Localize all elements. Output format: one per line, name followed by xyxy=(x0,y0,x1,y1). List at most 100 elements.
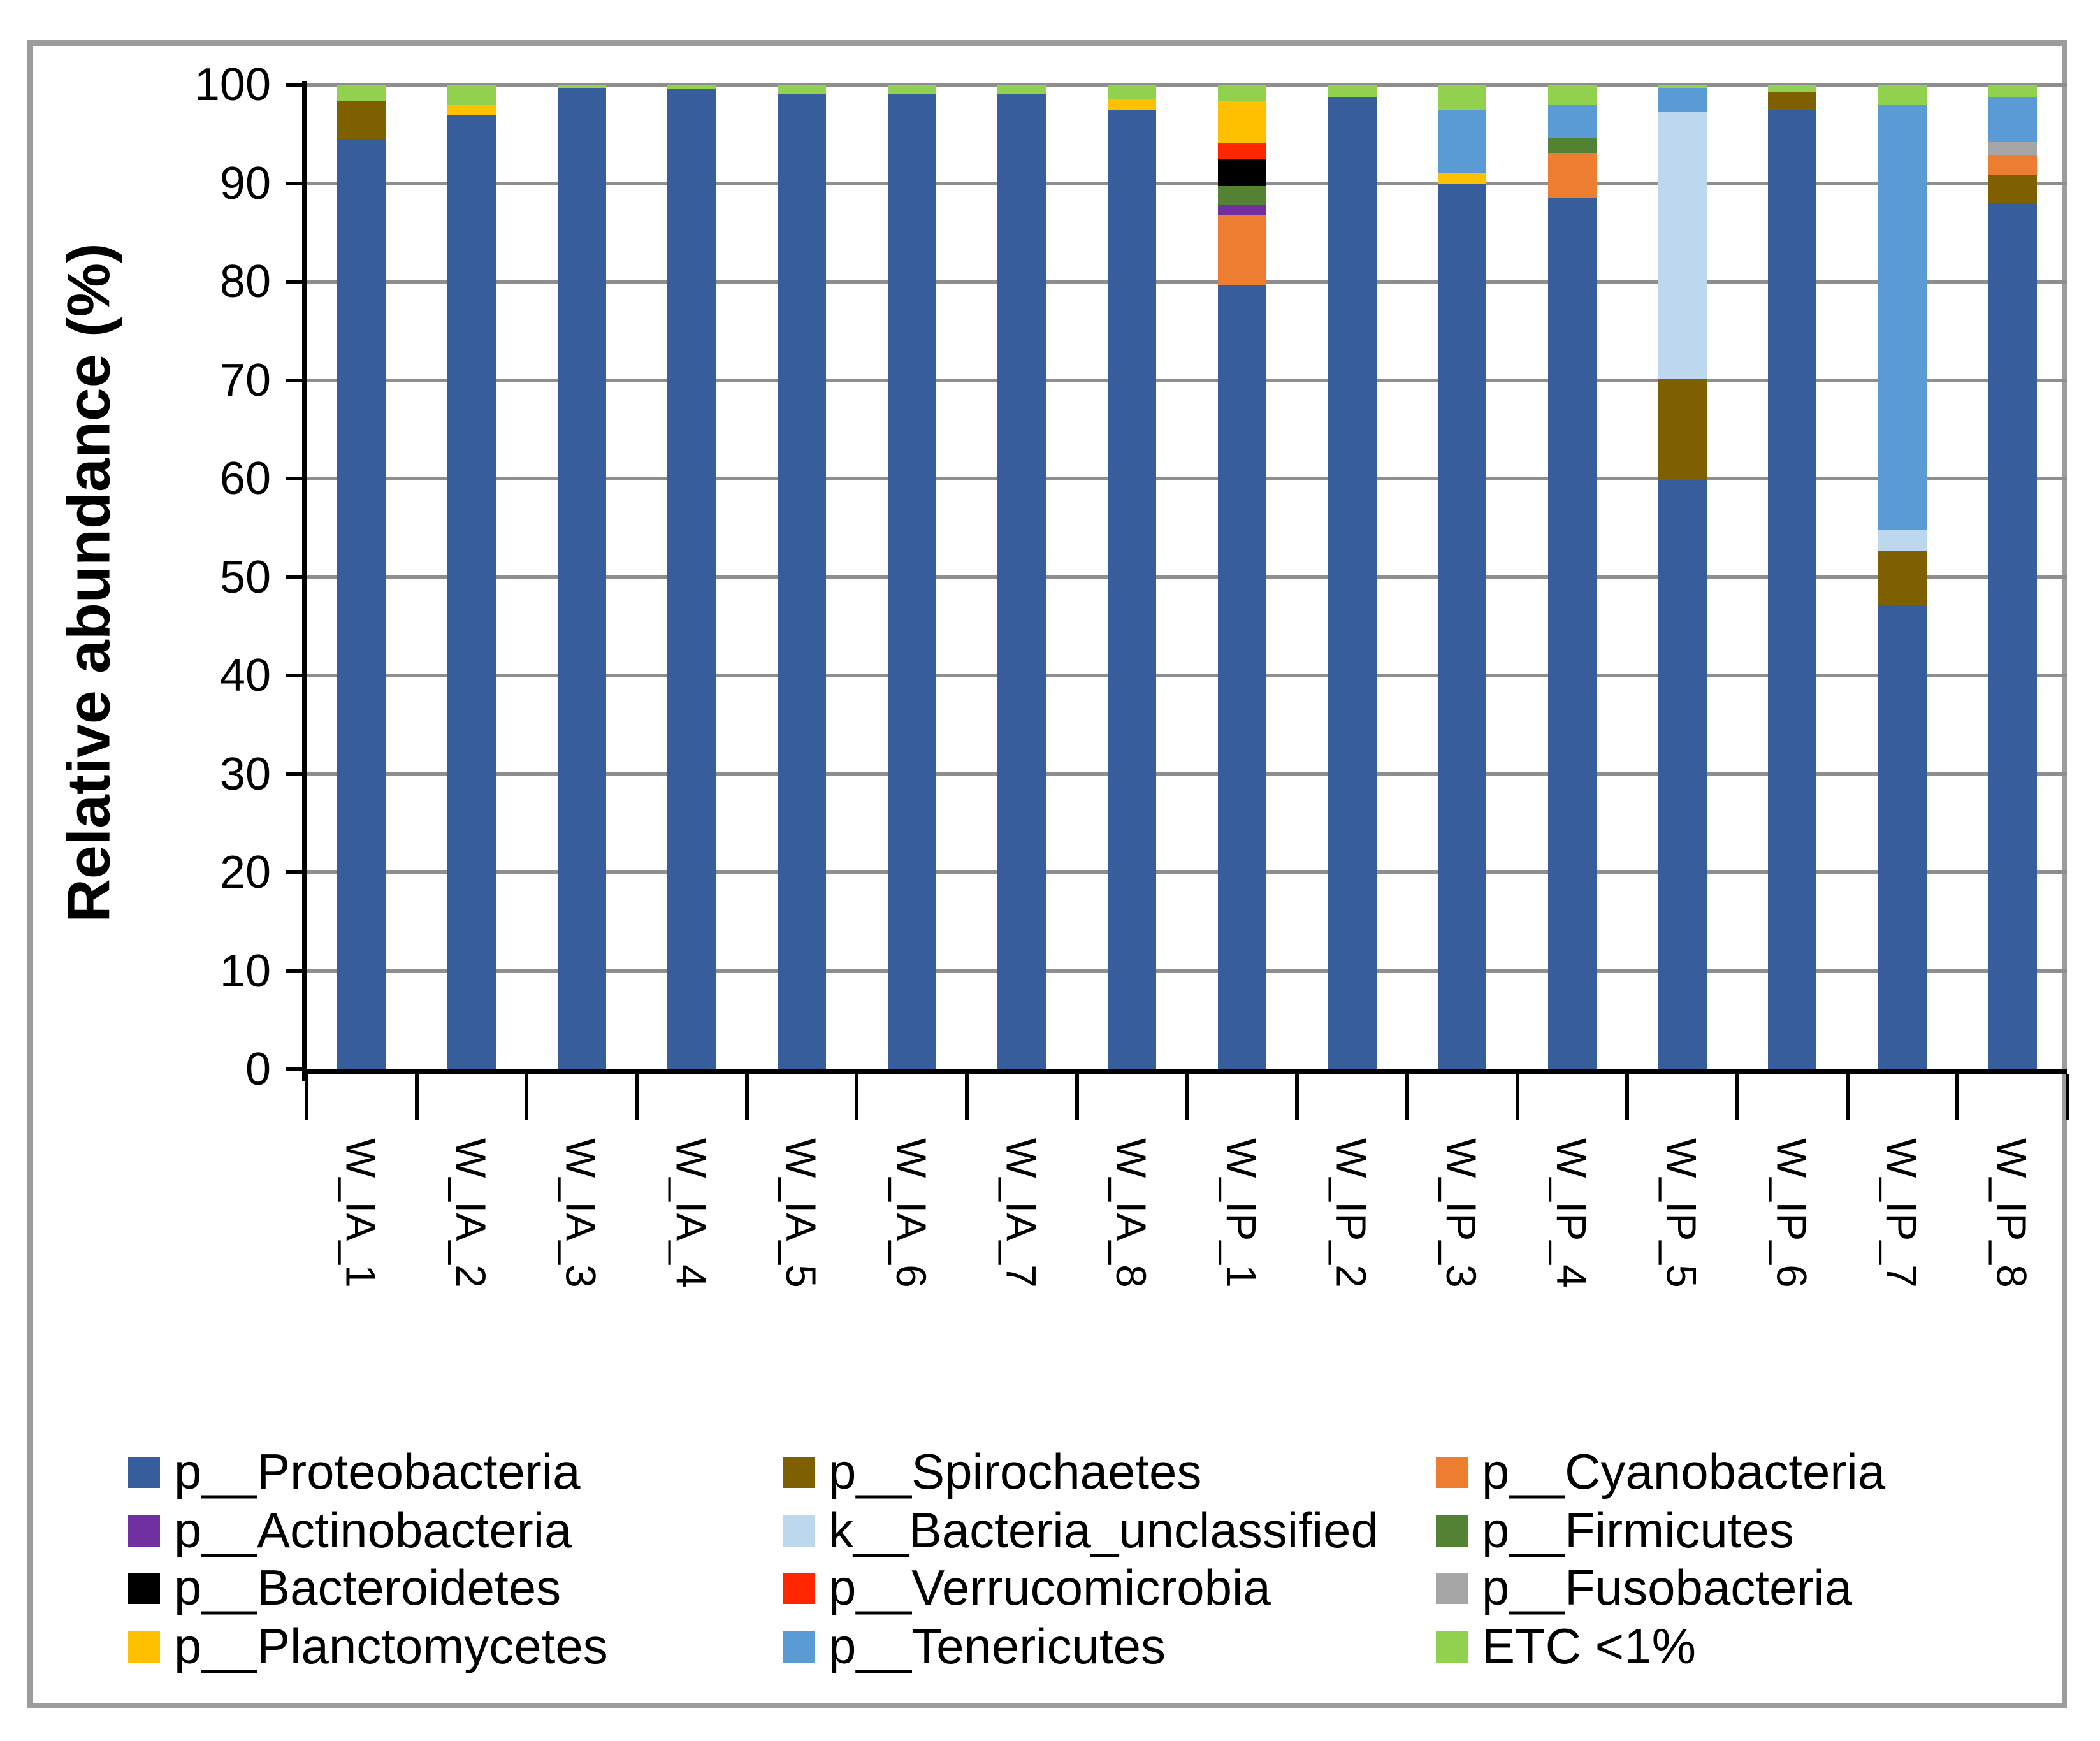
gridline-40 xyxy=(307,674,2067,677)
bar-W_IA_7 xyxy=(997,85,1046,1069)
bar-segment-W_IP_5-p__Spirochaetes xyxy=(1658,379,1707,480)
legend-label: p__Bacteroidetes xyxy=(174,1559,561,1615)
x-category-label-W_IA_1: W_IA_1 xyxy=(337,1138,385,1288)
bar-W_IP_7 xyxy=(1878,85,1927,1069)
legend-swatch-icon xyxy=(1436,1457,1468,1488)
bar-segment-W_IA_7-ETC <1% xyxy=(997,85,1046,95)
gridline-20 xyxy=(307,870,2067,874)
bar-segment-W_IA_7-p__Proteobacteria xyxy=(997,94,1046,1069)
x-category-label-W_IP_6: W_IP_6 xyxy=(1768,1138,1816,1288)
bar-segment-W_IP_8-p__Fusobacteria xyxy=(1988,141,2037,156)
bar-W_IP_6 xyxy=(1768,85,1817,1069)
bar-segment-W_IA_1-p__Spirochaetes xyxy=(337,101,386,139)
legend-label: k__Bacteria_unclassified xyxy=(829,1502,1379,1558)
x-tick-15 xyxy=(1955,1074,1960,1120)
x-tick-12 xyxy=(1625,1074,1630,1120)
bar-W_IP_4 xyxy=(1547,85,1597,1069)
legend-swatch-icon xyxy=(128,1573,160,1604)
bar-segment-W_IP_4-p__Proteobacteria xyxy=(1547,198,1597,1069)
y-tick-label-90: 90 xyxy=(219,157,271,209)
bar-segment-W_IP_1-p__Firmicutes xyxy=(1217,186,1266,205)
x-category-label-W_IP_8: W_IP_8 xyxy=(1988,1138,2036,1288)
bar-segment-W_IA_6-ETC <1% xyxy=(887,85,936,94)
bar-segment-W_IP_7-p__Proteobacteria xyxy=(1878,604,1927,1069)
bar-segment-W_IP_5-p__Tenericutes xyxy=(1658,87,1707,112)
legend-swatch-icon xyxy=(1436,1631,1468,1663)
bar-segment-W_IP_7-p__Spirochaetes xyxy=(1878,550,1927,605)
gridline-100 xyxy=(307,83,2067,87)
y-tick-label-0: 0 xyxy=(245,1044,271,1095)
x-tick-3 xyxy=(635,1074,639,1120)
bar-segment-W_IP_1-p__Bacteroidetes xyxy=(1217,158,1266,187)
bar-segment-W_IP_6-ETC <1% xyxy=(1768,85,1817,92)
bar-W_IA_1 xyxy=(337,85,386,1069)
x-category-label-W_IP_5: W_IP_5 xyxy=(1658,1138,1705,1288)
y-tick-100 xyxy=(286,83,302,87)
bar-segment-W_IA_8-ETC <1% xyxy=(1108,85,1157,100)
y-tick-70 xyxy=(286,378,302,382)
legend-swatch-icon xyxy=(128,1515,160,1547)
bar-segment-W_IA_5-ETC <1% xyxy=(778,85,827,95)
y-tick-60 xyxy=(286,477,302,480)
x-tick-5 xyxy=(855,1074,859,1120)
legend-swatch-icon xyxy=(783,1457,815,1488)
bar-segment-W_IP_6-p__Proteobacteria xyxy=(1768,109,1817,1069)
bar-segment-W_IP_3-p__Tenericutes xyxy=(1438,110,1487,174)
x-axis-line xyxy=(302,1069,2067,1074)
x-category-label-W_IA_4: W_IA_4 xyxy=(667,1138,715,1288)
x-tick-8 xyxy=(1185,1074,1189,1120)
y-tick-label-60: 60 xyxy=(219,453,271,504)
bar-segment-W_IP_4-ETC <1% xyxy=(1547,85,1597,106)
bar-segment-W_IP_4-p__Tenericutes xyxy=(1547,105,1597,138)
legend-swatch-icon xyxy=(128,1631,160,1663)
bar-segment-W_IA_2-p__Planctomycetes xyxy=(447,104,496,115)
legend-label: p__Verrucomicrobia xyxy=(829,1559,1271,1615)
bar-segment-W_IP_8-p__Proteobacteria xyxy=(1988,203,2037,1069)
legend-label: p__Tenericutes xyxy=(829,1618,1166,1674)
bar-W_IA_2 xyxy=(447,85,496,1069)
bar-segment-W_IA_6-p__Proteobacteria xyxy=(887,93,936,1069)
x-tick-10 xyxy=(1405,1074,1409,1120)
gridline-80 xyxy=(307,280,2067,284)
bar-segment-W_IP_4-p__Firmicutes xyxy=(1547,138,1597,153)
bar-W_IP_1 xyxy=(1217,85,1266,1069)
bar-segment-W_IP_8-ETC <1% xyxy=(1988,85,2037,97)
gridline-70 xyxy=(307,378,2067,382)
bar-segment-W_IP_1-ETC <1% xyxy=(1217,85,1266,102)
bar-W_IA_4 xyxy=(667,85,716,1069)
legend-swatch-icon xyxy=(128,1457,160,1488)
gridline-30 xyxy=(307,772,2067,776)
x-tick-16 xyxy=(2066,1074,2069,1120)
bar-segment-W_IP_7-p__Tenericutes xyxy=(1878,104,1927,530)
y-tick-0 xyxy=(286,1067,302,1071)
bar-W_IA_3 xyxy=(557,85,606,1069)
bar-segment-W_IP_2-ETC <1% xyxy=(1328,85,1377,97)
y-tick-label-80: 80 xyxy=(219,256,271,307)
x-tick-7 xyxy=(1075,1074,1079,1120)
legend-label: p__Fusobacteria xyxy=(1482,1559,1853,1615)
bar-segment-W_IP_3-p__Proteobacteria xyxy=(1438,183,1487,1069)
legend-swatch-icon xyxy=(1436,1515,1468,1547)
x-tick-2 xyxy=(525,1074,529,1120)
x-category-label-W_IP_1: W_IP_1 xyxy=(1217,1138,1265,1288)
x-tick-11 xyxy=(1515,1074,1519,1120)
gridline-90 xyxy=(307,181,2067,185)
bar-W_IP_2 xyxy=(1328,85,1377,1069)
y-tick-40 xyxy=(286,674,302,677)
bar-segment-W_IP_8-p__Spirochaetes xyxy=(1988,174,2037,203)
bar-segment-W_IP_1-p__Proteobacteria xyxy=(1217,284,1266,1069)
y-tick-90 xyxy=(286,181,302,185)
bar-W_IP_5 xyxy=(1658,85,1707,1069)
x-category-label-W_IP_3: W_IP_3 xyxy=(1438,1138,1486,1288)
bar-W_IP_3 xyxy=(1438,85,1487,1069)
y-tick-label-70: 70 xyxy=(219,354,271,406)
bar-W_IA_8 xyxy=(1108,85,1157,1069)
x-category-label-W_IA_5: W_IA_5 xyxy=(778,1138,825,1288)
bar-W_IA_5 xyxy=(778,85,827,1069)
y-tick-80 xyxy=(286,280,302,284)
x-tick-1 xyxy=(414,1074,419,1120)
x-category-label-W_IA_7: W_IA_7 xyxy=(997,1138,1045,1288)
gridline-50 xyxy=(307,575,2067,579)
y-tick-label-50: 50 xyxy=(219,551,271,603)
y-tick-50 xyxy=(286,575,302,579)
